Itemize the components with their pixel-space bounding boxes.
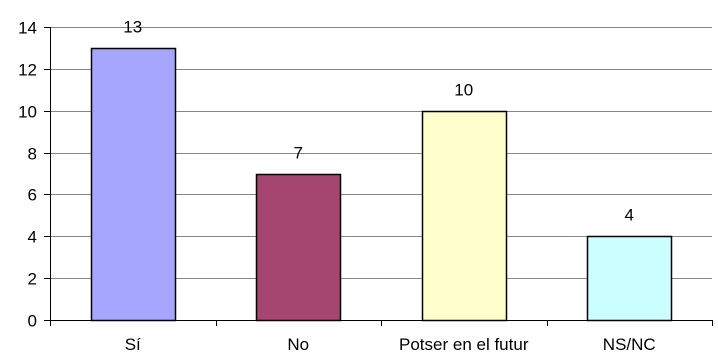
data-label: 10 xyxy=(454,81,473,100)
x-tick-label: Sí xyxy=(125,335,141,354)
y-tick-label: 2 xyxy=(28,270,37,289)
y-tick-label: 8 xyxy=(28,145,37,164)
labels: 0 2 4 6 8 10 12 14 13 Sí 7 No 10 Potser en el futur 4 N… xyxy=(18,18,656,355)
axes xyxy=(44,27,713,326)
y-tick-label: 4 xyxy=(28,228,37,247)
y-tick-label: 10 xyxy=(18,103,37,122)
data-label: 7 xyxy=(294,144,303,163)
bar xyxy=(421,110,508,322)
x-tick-label: No xyxy=(287,335,309,354)
bar xyxy=(255,173,342,322)
bars xyxy=(90,47,673,322)
y-tick-label: 12 xyxy=(18,61,37,80)
bar xyxy=(586,235,673,322)
x-tick-label: NS/NC xyxy=(603,335,656,354)
x-tick-label: Potser en el futur xyxy=(399,335,529,354)
y-tick-label: 0 xyxy=(28,312,37,331)
data-label: 13 xyxy=(123,18,142,37)
y-tick-label: 6 xyxy=(28,186,37,205)
data-label: 4 xyxy=(625,206,634,225)
y-tick-label: 14 xyxy=(18,19,37,38)
bar xyxy=(90,47,177,322)
